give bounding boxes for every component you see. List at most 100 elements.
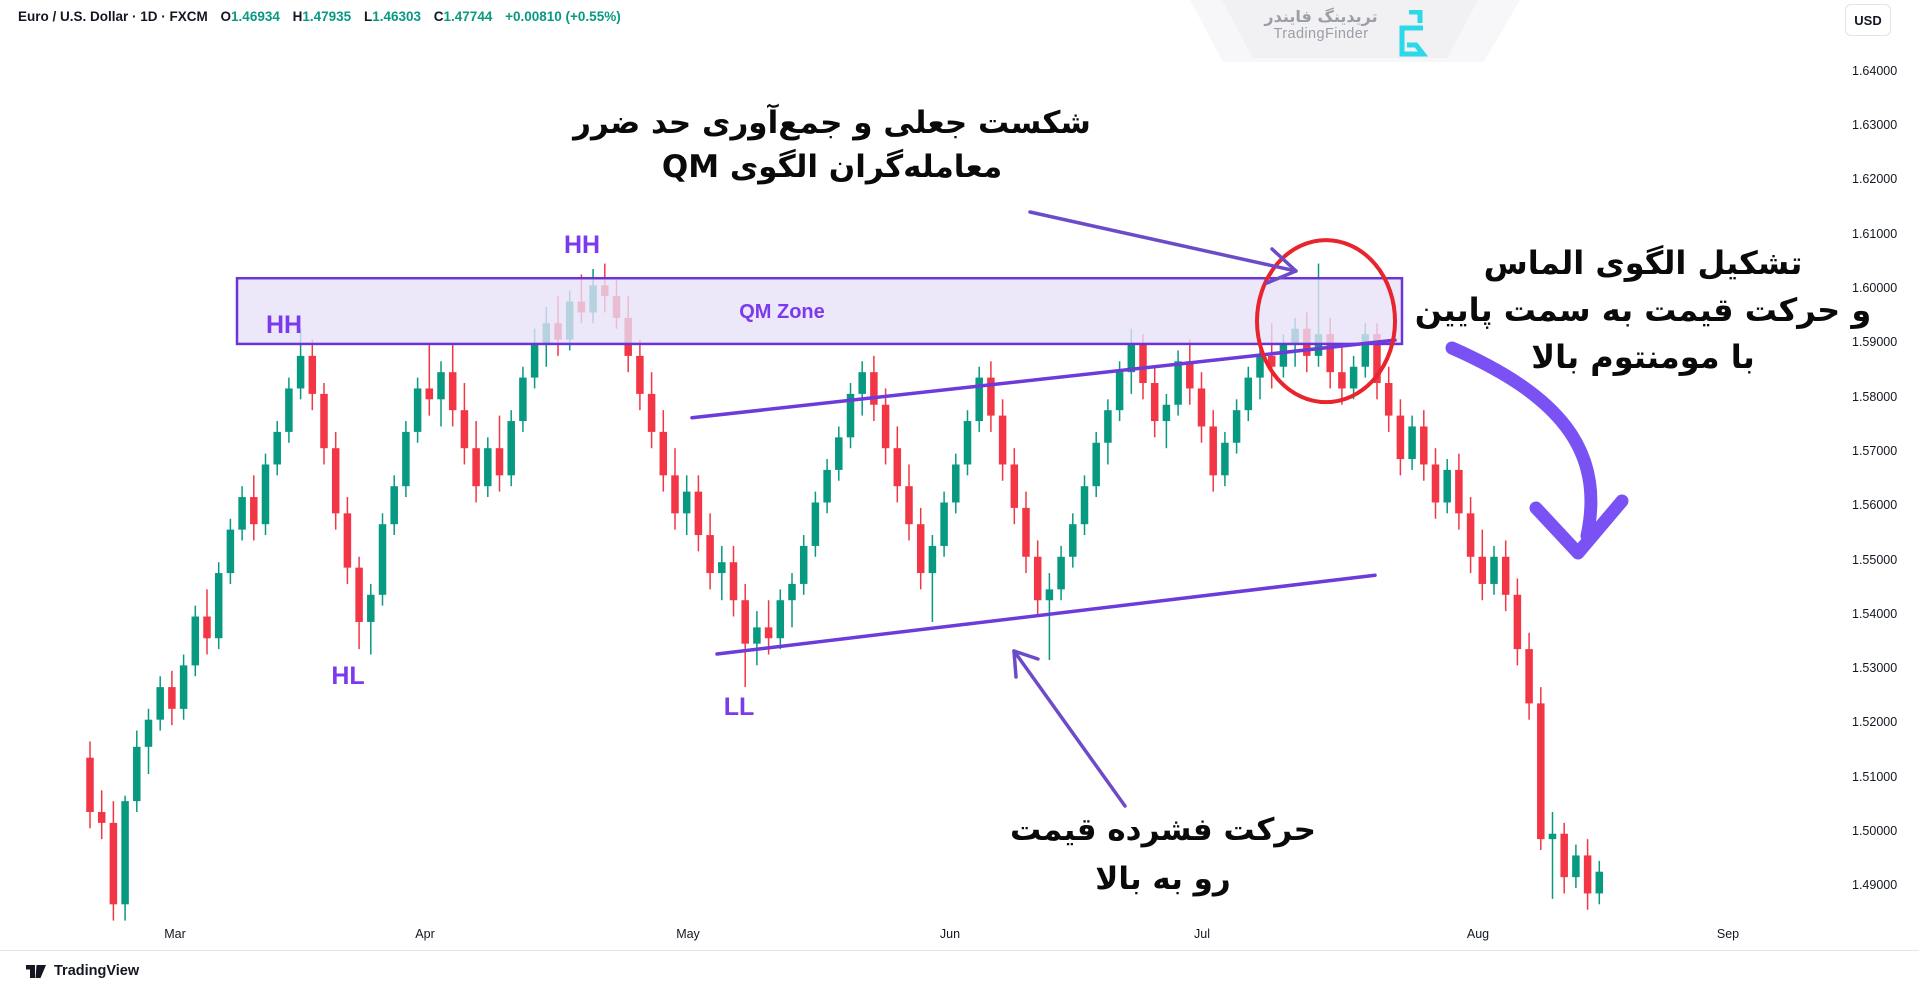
candle-down	[495, 448, 504, 476]
fake-breakout-pointer-head	[1265, 247, 1298, 285]
candle-up	[1221, 442, 1229, 476]
price-tick: 1.60000	[1852, 281, 1898, 295]
candle-down	[203, 616, 211, 639]
candle-down	[647, 393, 656, 432]
price-tick: 1.63000	[1852, 118, 1898, 133]
candle-down	[343, 513, 352, 568]
candle-down	[1431, 464, 1440, 503]
month-tick-may: May	[676, 927, 700, 941]
candle-up	[1104, 410, 1112, 443]
currency-usd-button[interactable]: USD	[1845, 4, 1891, 36]
price-tick: 1.49000	[1852, 878, 1898, 893]
candle-down	[729, 562, 738, 601]
compressed-move-note: حرکت فشرده قیمت رو به بالا	[1010, 806, 1316, 904]
month-tick-aug: Aug	[1466, 927, 1490, 941]
candle-down	[1139, 345, 1147, 384]
candle-down	[460, 410, 469, 449]
candle-up	[133, 746, 141, 802]
candle-down	[893, 448, 902, 487]
candle-down	[1197, 388, 1206, 427]
tradingfinder-watermark: تریدینگ فایندر TradingFinder	[1256, 7, 1386, 43]
candle-up	[285, 388, 293, 432]
candle-down	[741, 600, 749, 644]
pattern-label-hh2: HH	[563, 231, 601, 259]
candle-up	[179, 665, 188, 709]
qm-zone-label: QM Zone	[739, 301, 825, 323]
candle-up	[952, 464, 960, 503]
price-tick: 1.51000	[1852, 769, 1898, 784]
candle-up	[226, 529, 235, 574]
low-label: L	[363, 9, 373, 24]
high-value: 1.47935	[302, 9, 352, 24]
candle-down	[1209, 426, 1217, 476]
candle-down	[1150, 383, 1159, 422]
candle-up	[238, 497, 246, 530]
candle-up	[1174, 361, 1182, 405]
diamond-pattern-note: تشکیل الگوی الماس و حرکت قیمت به سمت پای…	[1415, 240, 1872, 381]
candle-down	[659, 431, 668, 476]
candle-up	[296, 355, 305, 389]
candle-down	[1186, 361, 1194, 389]
diamond-note-line1: تشکیل الگوی الماس	[1483, 244, 1803, 282]
candle-down	[355, 567, 363, 622]
pattern-label-hh1: HH	[265, 311, 303, 339]
candle-down	[694, 491, 703, 536]
candle-up	[799, 545, 808, 584]
candle-up	[811, 502, 820, 546]
price-tick: 1.55000	[1852, 552, 1898, 567]
candle-down	[881, 404, 890, 449]
compressed-pointer-line	[1012, 649, 1127, 808]
fake-breakout-pointer-line	[1028, 210, 1298, 273]
candle-down	[1373, 334, 1381, 384]
axis-separator	[0, 950, 1919, 951]
symbol-title[interactable]: Euro / U.S. Dollar · 1D · FXCM	[18, 9, 208, 24]
candle-down	[86, 757, 94, 812]
candle-down	[998, 415, 1007, 465]
open-label: O	[220, 9, 232, 24]
compressed-pointer-head	[1012, 649, 1040, 679]
candle-up	[835, 437, 843, 470]
candle-down	[1267, 355, 1276, 367]
candle-up	[367, 594, 375, 622]
candle-down	[1420, 426, 1428, 465]
pattern-label-hl: HL	[331, 662, 365, 690]
candle-down	[916, 524, 925, 574]
candle-down	[1501, 556, 1510, 595]
momentum-down-arrow	[1445, 341, 1598, 543]
candle-up	[519, 377, 527, 422]
candle-down	[870, 372, 878, 405]
compressed-note-line1: حرکت فشرده قیمت	[1010, 812, 1316, 848]
price-tick: 1.64000	[1852, 63, 1898, 78]
price-tick: 1.56000	[1852, 498, 1898, 513]
candle-down	[905, 486, 913, 525]
candle-up	[1045, 589, 1054, 601]
candle-up	[1572, 855, 1580, 878]
candle-down	[1384, 383, 1393, 416]
candle-down	[425, 388, 434, 400]
open-value: 1.46934	[231, 9, 280, 24]
month-tick-jul: Jul	[1194, 927, 1210, 941]
month-tick-mar: Mar	[164, 927, 186, 941]
tradingview-logo[interactable]: TradingView	[26, 963, 139, 979]
candle-up	[1408, 426, 1416, 460]
candle-up	[378, 524, 387, 595]
candle-down	[308, 355, 317, 394]
candle-down	[168, 687, 176, 709]
price-tick: 1.57000	[1852, 443, 1898, 458]
price-tick: 1.52000	[1852, 715, 1898, 730]
candle-up	[1443, 469, 1451, 503]
candle-up	[1256, 355, 1264, 378]
symbol-info-bar: Euro / U.S. Dollar · 1D · FXCM O1.46934 …	[18, 9, 621, 24]
candle-up	[530, 345, 539, 378]
price-tick: 1.62000	[1852, 172, 1898, 187]
candle-down	[331, 448, 340, 514]
candle-up	[191, 616, 200, 666]
candle-up	[823, 469, 831, 503]
candle-up	[144, 719, 153, 747]
change-value: +0.00810 (+0.55%)	[505, 9, 621, 24]
fake-breakout-note-line2: معامله‌گران الگوی QM	[661, 149, 1003, 185]
candle-up	[858, 372, 866, 394]
candle-up	[1232, 410, 1241, 443]
price-tick: 1.53000	[1852, 661, 1898, 676]
